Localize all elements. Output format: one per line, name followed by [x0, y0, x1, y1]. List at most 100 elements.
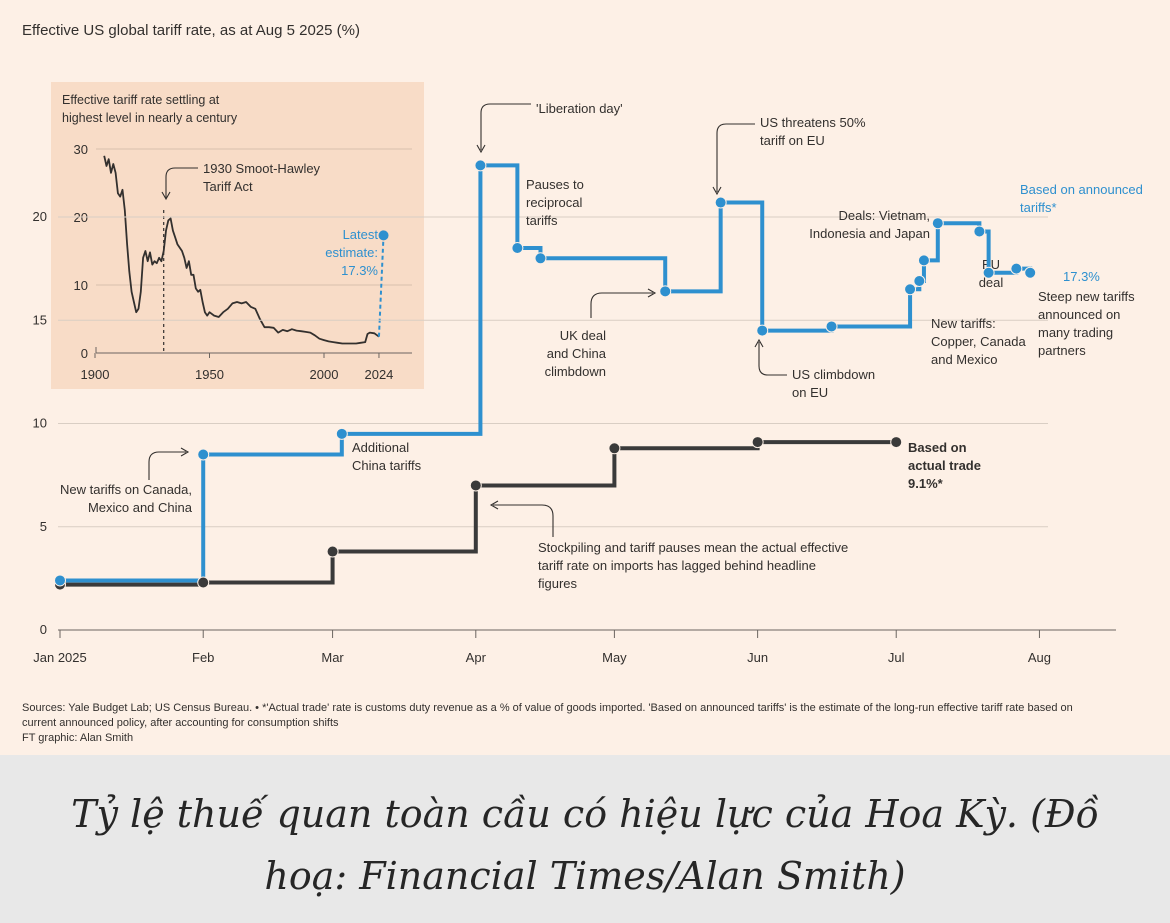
caption-bar: Tỷ lệ thuế quan toàn cầu có hiệu lực của… [0, 755, 1170, 923]
x-tick-label: Jun [747, 650, 768, 665]
announced-data-point [335, 427, 348, 440]
annotation-line: and China [547, 346, 607, 361]
annotation-line: UK deal [560, 328, 606, 343]
annotation-arrow [480, 103, 531, 150]
annotation-line: Copper, Canada [931, 334, 1026, 349]
annotation-line: Deals: Vietnam, [838, 208, 930, 223]
annotation-line: actual trade [908, 458, 981, 473]
annotation-line: Tariff Act [203, 179, 253, 194]
inset-x-tick-label: 2000 [310, 367, 339, 382]
annotation-additional-china: Additional China tariffs [352, 440, 422, 473]
announced-data-point [197, 448, 210, 461]
inset-marks: 1930 Smoot-Hawley Tariff Act Latest estimat… [103, 155, 389, 353]
x-tick-label: May [602, 650, 627, 665]
x-tick-label: Apr [466, 650, 487, 665]
announced-data-point [534, 252, 547, 265]
sources-line: current announced policy, after accounti… [22, 717, 339, 729]
annotation-line: 1930 Smoot-Hawley [203, 161, 321, 176]
actual-data-point [751, 436, 764, 449]
arrowhead [647, 288, 657, 298]
announced-data-point [714, 196, 727, 209]
annotation-line: New tariffs on Canada, [60, 482, 192, 497]
actual-series-label: Based on actual trade [908, 440, 981, 473]
y-tick-label: 15 [33, 312, 47, 327]
annotation-line: on EU [792, 385, 828, 400]
annotation-line: 'Liberation day' [536, 101, 623, 116]
annotation-line: Mexico and China [88, 500, 193, 515]
annotation-line: climbdown [545, 364, 606, 379]
annotation-line: Indonesia and Japan [809, 226, 930, 241]
inset-x-tick-label: 1900 [81, 367, 110, 382]
x-tick-label: Jul [888, 650, 905, 665]
inset-y-tick-label: 0 [81, 346, 88, 361]
actual-data-point [890, 436, 903, 449]
latest-estimate-point [378, 230, 389, 241]
annotation-line: New tariffs: [931, 316, 996, 331]
announced-data-point [474, 159, 487, 172]
annotation-line: many trading [1038, 325, 1113, 340]
annotation-line: China tariffs [352, 458, 422, 473]
annotation-line: announced on [1038, 307, 1120, 322]
announced-series-label: Based on announced tariffs* [1020, 182, 1143, 215]
main-series-points [54, 159, 1037, 591]
actual-data-point [326, 545, 339, 558]
annotation-line: reciprocal [526, 195, 582, 210]
announced-data-point [917, 254, 930, 267]
annotation-deals: Deals: Vietnam, Indonesia and Japan [809, 208, 930, 241]
annotation-line: partners [1038, 343, 1086, 358]
arrowhead [712, 186, 722, 196]
annotation-arrow [165, 167, 198, 198]
announced-data-point [54, 574, 66, 587]
inset-x-tick-label: 1950 [195, 367, 224, 382]
annotation-line: tariff rate on imports has lagged behind… [538, 558, 816, 573]
annotation-line: Stockpiling and tariff pauses mean the a… [538, 540, 848, 555]
annotation-us-threatens: US threatens 50% tariff on EU [760, 115, 866, 148]
annotation-steep-tariffs: Steep new tariffs announced on many tradin… [1038, 289, 1135, 358]
annotation-stockpiling: Stockpiling and tariff pauses mean the a… [538, 540, 848, 591]
announced-data-point [659, 285, 672, 298]
actual-data-point [197, 576, 210, 589]
annotation-line: Pauses to [526, 177, 584, 192]
annotation-line: 17.3% [341, 263, 378, 278]
x-tick-label: Aug [1028, 650, 1051, 665]
annotation-line: US climbdown [792, 367, 875, 382]
annotation-pauses: Pauses to reciprocal tariffs [526, 177, 584, 228]
annotation-arrow [716, 123, 755, 192]
sources-line: Sources: Yale Budget Lab; US Census Bure… [22, 702, 1073, 714]
annotation-line: US threatens 50% [760, 115, 866, 130]
x-axis: Jan 2025 Feb Mar Apr May Jun Jul Aug [33, 629, 1116, 665]
actual-data-point [608, 442, 621, 455]
y-tick-label: 0 [40, 622, 47, 637]
annotation-line: Steep new tariffs [1038, 289, 1135, 304]
annotation-arrow [148, 451, 186, 480]
inset-title: Effective tariff rate settling at highest… [62, 93, 238, 125]
announced-data-point [982, 266, 995, 279]
y-tick-label: 5 [40, 519, 47, 534]
annotation-uk-deal: UK deal and China climbdown [545, 328, 607, 379]
annotation-latest-estimate: Latest estimate: 17.3% [325, 227, 378, 278]
x-tick-label: Mar [321, 650, 344, 665]
annotation-line: deal [979, 275, 1004, 290]
annotation-line: Based on announced [1020, 182, 1143, 197]
actual-data-point [469, 479, 482, 492]
arrowhead [489, 500, 499, 510]
annotation-line: Latest [343, 227, 379, 242]
annotation-smoot-hawley: 1930 Smoot-Hawley Tariff Act [203, 161, 321, 194]
image-caption: Tỷ lệ thuế quan toàn cầu có hiệu lực của… [71, 792, 1099, 898]
arrowhead [161, 191, 171, 201]
main-annotations: New tariffs on Canada, Mexico and China Ad… [60, 101, 1143, 591]
chart-figure: Effective tariff rate settling at highest… [0, 0, 1170, 755]
y-tick-label: 10 [33, 416, 47, 431]
arrowhead [180, 447, 190, 457]
arrowhead [754, 338, 764, 348]
main-chart: Effective tariff rate settling at highest… [33, 82, 1143, 665]
announced-data-point [756, 324, 769, 337]
y-tick-label: 20 [33, 209, 47, 224]
announced-data-point [931, 217, 944, 230]
annotation-line: tariffs [526, 213, 558, 228]
annotation-line: Additional [352, 440, 409, 455]
annotation-new-tariffs: New tariffs on Canada, Mexico and China [60, 482, 193, 515]
historical-tariff-line [103, 155, 380, 345]
annotation-line: figures [538, 576, 578, 591]
annotation-arrow [590, 292, 653, 318]
